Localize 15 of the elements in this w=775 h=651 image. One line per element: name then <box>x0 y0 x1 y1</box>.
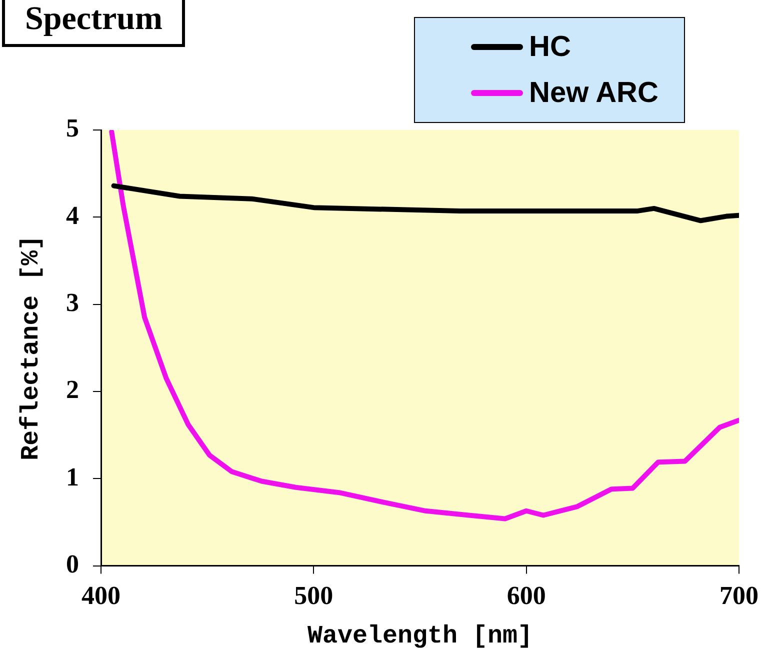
x-tick-label: 500 <box>294 581 334 610</box>
x-tick-label: 600 <box>506 581 546 610</box>
y-tick-label: 3 <box>66 288 79 318</box>
y-axis-title: Reflectance [%] <box>16 235 46 460</box>
x-tick-label: 700 <box>720 581 758 610</box>
y-tick-label: 1 <box>66 462 79 492</box>
y-tick-label: 2 <box>66 375 79 404</box>
y-tick-label: 0 <box>66 550 79 579</box>
chart-title: Spectrum <box>2 0 186 47</box>
legend-label: New ARC <box>529 76 658 111</box>
y-tick-label: 5 <box>66 114 79 143</box>
x-axis-title: Wavelength [nm] <box>307 621 533 650</box>
x-tick-label: 400 <box>82 581 120 610</box>
y-tick-label: 4 <box>66 200 79 230</box>
legend-label: HC <box>529 30 571 65</box>
